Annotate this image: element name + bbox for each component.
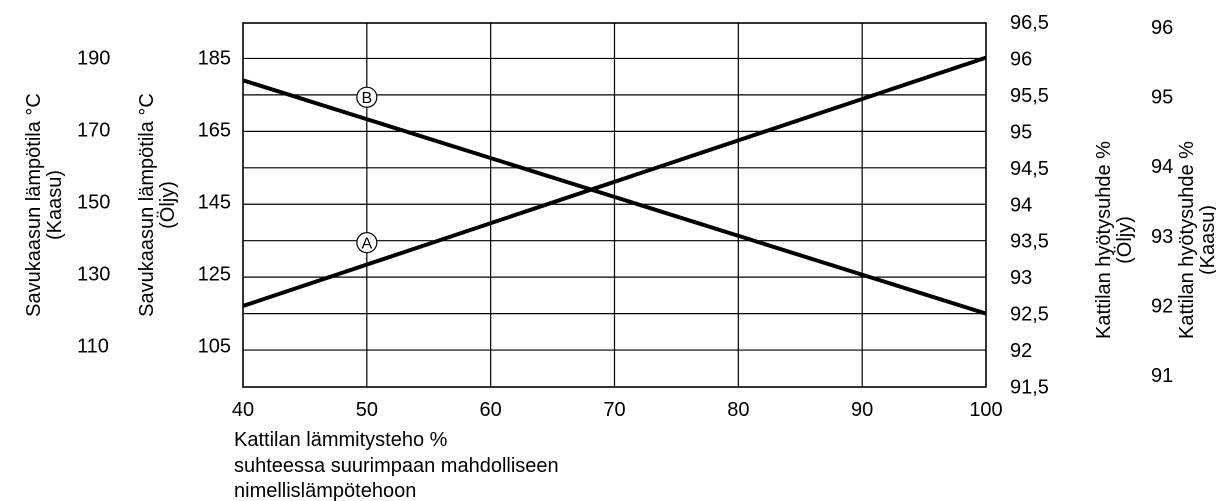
- tick-labels: 40 50 60 70 80 90 100 185 165 145 125 105 190 170 150 1…: [77, 12, 1173, 421]
- y-right-oil-tick: 92,5: [1010, 304, 1049, 326]
- y-right-oil-tick: 91,5: [1010, 377, 1049, 399]
- svg-text:A: A: [361, 236, 372, 253]
- y-left-oil-label: Savukaasun lämpötila °C (Öljy): [136, 93, 179, 317]
- x-tick-label: 60: [480, 399, 502, 421]
- y-right-oil-label-line2: (Öljy): [1114, 216, 1136, 264]
- x-axis-label-line3: nimellislämpötehoon: [234, 480, 416, 501]
- y-right-oil-label-line1: Kattilan hyötysuhde %: [1093, 141, 1115, 339]
- y-right-oil-tick: 94,5: [1010, 158, 1049, 180]
- y-right-oil-tick: 93,5: [1010, 231, 1049, 253]
- x-tick-label: 70: [603, 399, 625, 421]
- series-line-b: [242, 78, 987, 316]
- y-right-gas-tick: 91: [1151, 365, 1173, 387]
- series-markers: AB: [356, 86, 378, 254]
- y-right-gas-label: Kattilan hyötysuhde % (Kaasu): [1176, 141, 1216, 339]
- y-left-oil-label-line1: Savukaasun lämpötila °C: [136, 93, 158, 317]
- y-left-oil-tick: 185: [198, 48, 231, 70]
- x-axis-label-line2: suhteessa suurimpaan mahdolliseen: [234, 455, 559, 477]
- y-right-oil-tick: 94: [1010, 194, 1032, 216]
- y-left-gas-label-line1: Savukaasun lämpötila °C: [23, 93, 45, 317]
- svg-text:B: B: [361, 90, 372, 107]
- y-right-gas-label-line2: (Kaasu): [1197, 205, 1216, 275]
- grid: [243, 23, 986, 387]
- series-marker-b: B: [356, 86, 378, 108]
- x-tick-label: 50: [356, 399, 378, 421]
- x-axis-label-line1: Kattilan lämmitysteho %: [234, 429, 448, 451]
- y-right-oil-tick: 96,5: [1010, 12, 1049, 34]
- x-tick-label: 90: [851, 399, 873, 421]
- y-left-oil-label-line2: (Öljy): [157, 181, 179, 229]
- plot-frame: [242, 22, 987, 388]
- series-line-a: [242, 55, 987, 308]
- x-axis-label: Kattilan lämmitysteho % suhteessa suurim…: [234, 429, 559, 501]
- y-left-gas-label: Savukaasun lämpötila °C (Kaasu): [23, 93, 66, 317]
- x-tick-label: 80: [727, 399, 749, 421]
- y-left-gas-tick: 150: [77, 192, 110, 214]
- x-tick-label: 100: [969, 399, 1002, 421]
- y-right-gas-tick: 94: [1151, 156, 1173, 178]
- series-marker-a: A: [356, 232, 378, 254]
- x-tick-label: 40: [232, 399, 254, 421]
- y-left-gas-tick: 110: [77, 336, 109, 358]
- y-left-gas-tick: 170: [77, 120, 110, 142]
- y-right-gas-tick: 92: [1151, 295, 1173, 317]
- y-left-gas-label-line2: (Kaasu): [44, 170, 66, 240]
- y-right-oil-tick: 95,5: [1010, 85, 1049, 107]
- series-lines: [242, 55, 987, 316]
- y-right-gas-tick: 96: [1151, 17, 1173, 39]
- y-right-oil-tick: 95: [1010, 121, 1032, 143]
- y-left-gas-tick: 190: [77, 48, 110, 70]
- y-right-gas-tick: 95: [1151, 87, 1173, 109]
- y-right-oil-tick: 96: [1010, 48, 1032, 70]
- y-right-gas-tick: 93: [1151, 226, 1173, 248]
- y-right-oil-tick: 93: [1010, 267, 1032, 289]
- y-left-oil-tick: 105: [198, 336, 231, 358]
- y-left-oil-tick: 145: [198, 192, 231, 214]
- y-left-oil-tick: 165: [198, 120, 231, 142]
- y-right-oil-label: Kattilan hyötysuhde % (Öljy): [1093, 141, 1136, 339]
- y-left-gas-tick: 130: [77, 264, 110, 286]
- y-right-gas-label-line1: Kattilan hyötysuhde %: [1176, 141, 1198, 339]
- y-right-oil-tick: 92: [1010, 340, 1032, 362]
- y-left-oil-tick: 125: [198, 264, 231, 286]
